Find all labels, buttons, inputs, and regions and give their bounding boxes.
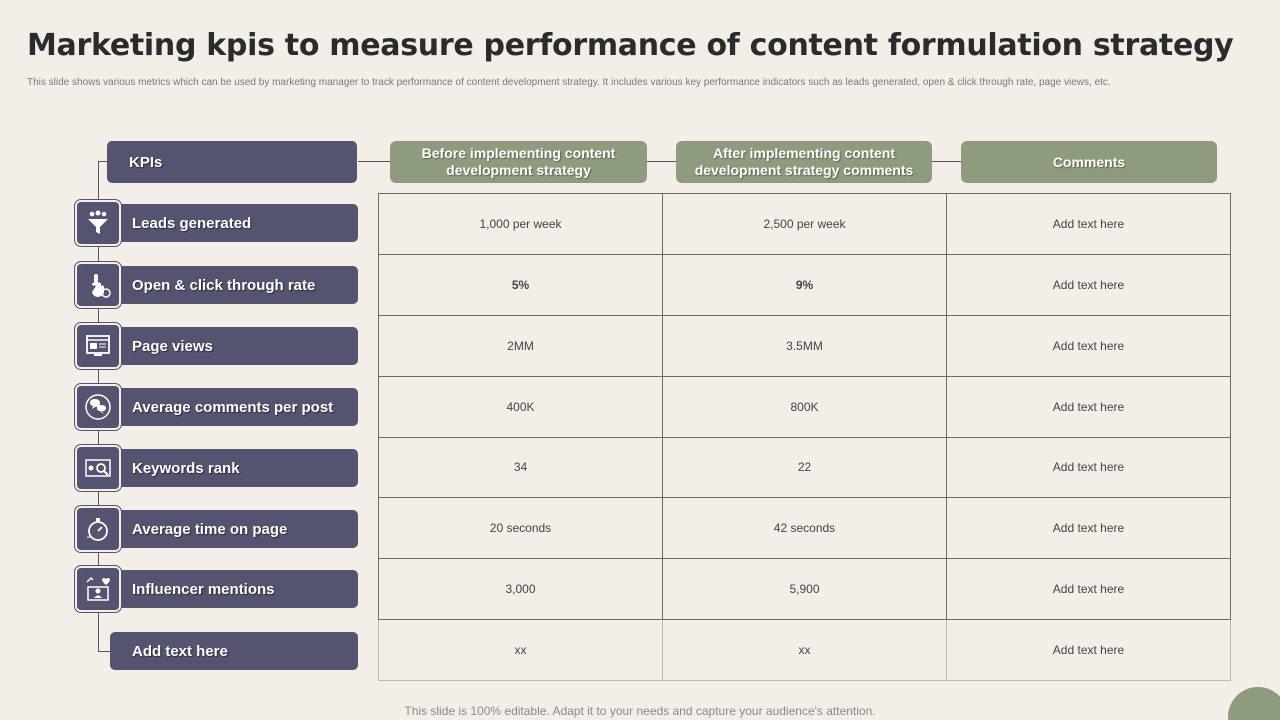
header-after: After implementing content development s… [676, 141, 932, 183]
header-connector-2 [647, 161, 676, 162]
stopwatch-icon [75, 506, 121, 552]
table-row: 1,000 per week 2,500 per week Add text h… [378, 193, 1231, 255]
kpis-header: KPIs [107, 141, 357, 183]
table-row: 5% 9% Add text here [378, 253, 1231, 316]
decorative-circle [1228, 687, 1280, 720]
kpi-keywords-rank: Keywords rank [110, 449, 358, 487]
cell-before: 34 [378, 436, 663, 499]
table-row: 34 22 Add text here [378, 436, 1231, 499]
web-page-icon [75, 323, 121, 369]
cell-comment: Add text here [946, 497, 1231, 560]
table-row: 20 seconds 42 seconds Add text here [378, 497, 1231, 560]
footer-note: This slide is 100% editable. Adapt it to… [404, 704, 876, 718]
kpi-page-views: Page views [110, 327, 358, 365]
cell-after: 9% [662, 253, 947, 316]
keyword-search-icon [75, 445, 121, 491]
cell-comment: Add text here [946, 314, 1231, 377]
cell-before: 20 seconds [378, 497, 663, 560]
cell-comment: Add text here [946, 253, 1231, 316]
cell-after: 3.5MM [662, 314, 947, 377]
table-row: 2MM 3.5MM Add text here [378, 314, 1231, 377]
kpi-influencer-mentions: Influencer mentions [110, 570, 358, 608]
cell-comment: Add text here [946, 375, 1231, 438]
funnel-people-icon [75, 200, 121, 246]
kpi-table: 1,000 per week 2,500 per week Add text h… [378, 193, 1231, 681]
kpi-average-comments: Average comments per post [110, 388, 358, 426]
cell-before: 5% [378, 253, 663, 316]
table-row: xx xx Add text here [378, 619, 1231, 681]
cell-after: 5,900 [662, 558, 947, 621]
cell-before: 3,000 [378, 558, 663, 621]
header-connector-1 [358, 161, 390, 162]
kpi-connector-bottom [98, 651, 110, 652]
cell-before: 1,000 per week [378, 193, 663, 255]
cell-after: 22 [662, 436, 947, 499]
kpi-connector-top [98, 161, 110, 162]
cell-comment: Add text here [946, 436, 1231, 499]
cell-after: 42 seconds [662, 497, 947, 560]
kpi-add-text: Add text here [110, 632, 358, 670]
cell-after: 800K [662, 375, 947, 438]
chat-bubbles-icon [75, 384, 121, 430]
cell-before: xx [378, 619, 663, 681]
header-comments: Comments [961, 141, 1217, 183]
hand-click-icon [75, 262, 121, 308]
table-row: 3,000 5,900 Add text here [378, 558, 1231, 621]
influencer-icon [75, 566, 121, 612]
cell-after: xx [662, 619, 947, 681]
kpi-leads-generated: Leads generated [110, 204, 358, 242]
cell-comment: Add text here [946, 558, 1231, 621]
cell-before: 2MM [378, 314, 663, 377]
header-connector-3 [932, 161, 961, 162]
cell-comment: Add text here [946, 619, 1231, 681]
page-subtitle: This slide shows various metrics which c… [27, 77, 1111, 88]
kpi-open-click-rate: Open & click through rate [110, 266, 358, 304]
page-title: Marketing kpis to measure performance of… [27, 28, 1234, 63]
table-row: 400K 800K Add text here [378, 375, 1231, 438]
cell-after: 2,500 per week [662, 193, 947, 255]
cell-before: 400K [378, 375, 663, 438]
kpi-average-time: Average time on page [110, 510, 358, 548]
header-before: Before implementing content development … [390, 141, 647, 183]
cell-comment: Add text here [946, 193, 1231, 255]
